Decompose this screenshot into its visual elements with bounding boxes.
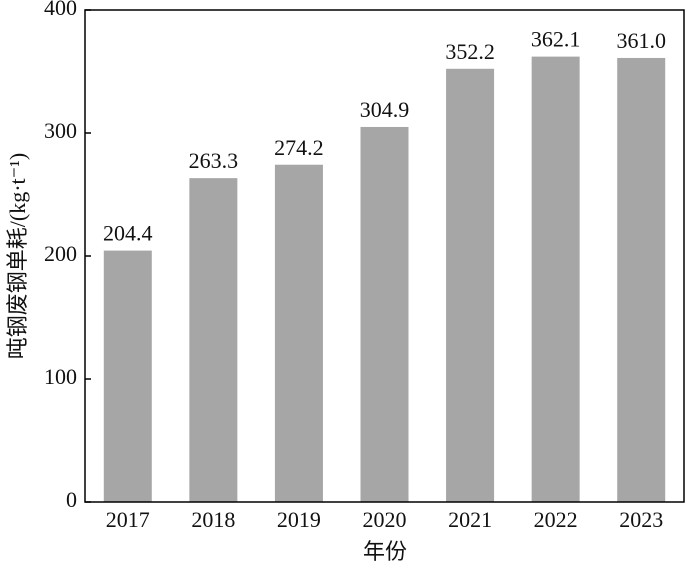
x-tick-label: 2023 (619, 507, 663, 532)
x-tick-label: 2022 (534, 507, 578, 532)
bar (446, 68, 495, 502)
y-axis-title: 吨钢废钢单耗/(kg·t⁻¹) (5, 153, 30, 359)
data-label: 304.9 (360, 97, 410, 122)
x-tick-label: 2020 (363, 507, 407, 532)
data-label: 361.0 (616, 28, 666, 53)
data-label: 263.3 (189, 148, 239, 173)
bar (189, 178, 238, 503)
y-tick-label: 100 (44, 364, 77, 389)
y-tick-label: 400 (44, 0, 77, 20)
y-tick-label: 300 (44, 118, 77, 143)
bar (617, 57, 666, 502)
x-axis-title: 年份 (363, 539, 407, 564)
data-label: 204.4 (103, 221, 153, 246)
x-tick-label: 2018 (191, 507, 235, 532)
data-label: 274.2 (274, 135, 324, 160)
bar (103, 250, 152, 502)
x-tick-label: 2021 (448, 507, 492, 532)
plot-frame (84, 9, 685, 503)
y-tick-label: 200 (44, 241, 77, 266)
bar (360, 126, 409, 503)
y-tick-label: 0 (66, 487, 77, 512)
data-label: 362.1 (531, 27, 581, 52)
x-tick-label: 2019 (277, 507, 321, 532)
data-label: 352.2 (445, 39, 495, 64)
bar (531, 56, 580, 502)
bar (274, 164, 323, 502)
x-tick-label: 2017 (106, 507, 150, 532)
